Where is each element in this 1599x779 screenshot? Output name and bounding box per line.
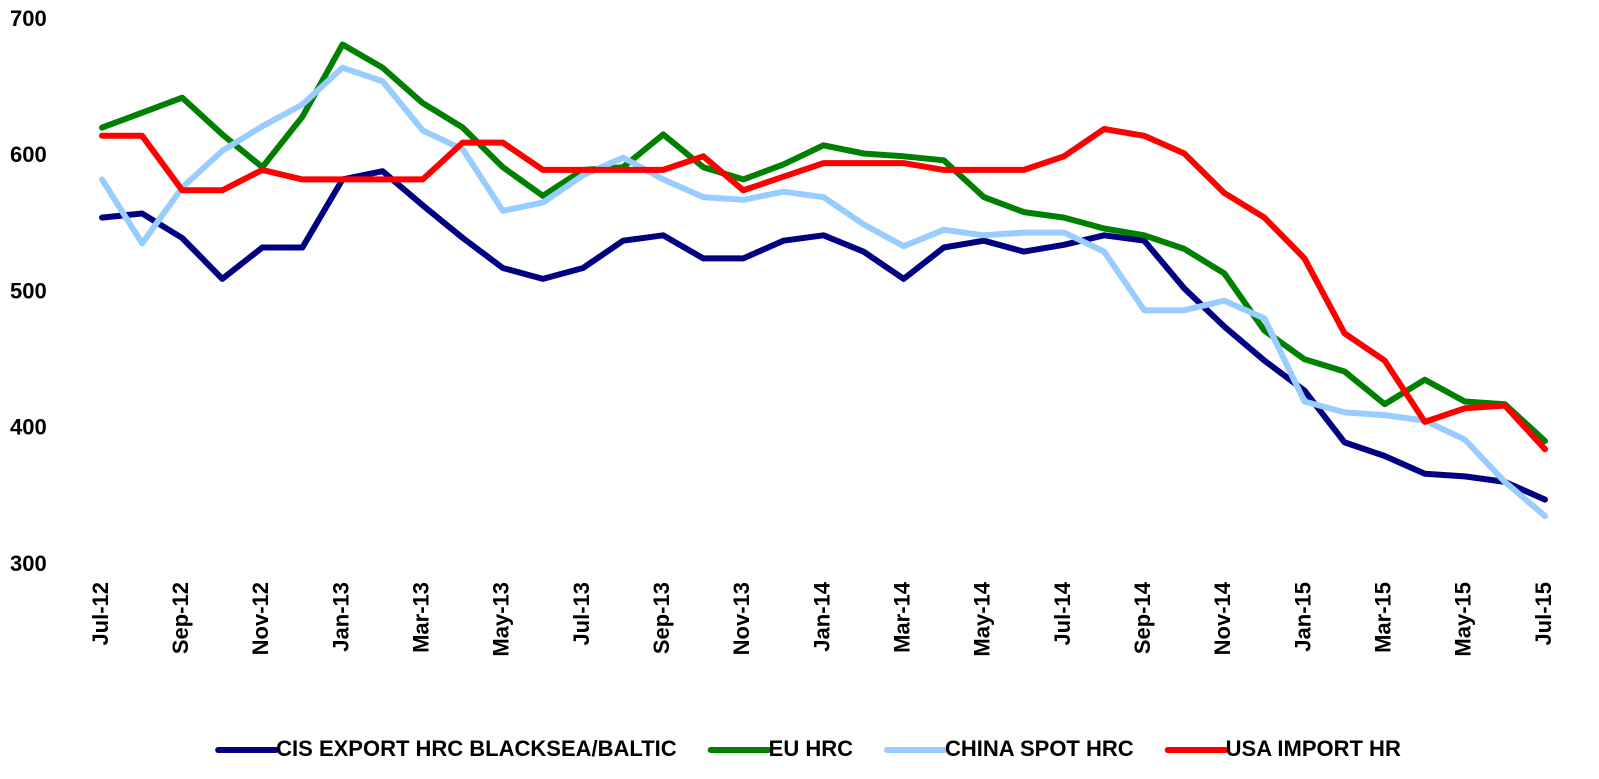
y-tick-label: 600 (10, 142, 47, 167)
x-tick-label: Jul-13 (569, 582, 594, 646)
x-tick-label: Jan-13 (328, 582, 353, 652)
x-tick-label: Nov-13 (729, 582, 754, 655)
legend-label: CIS EXPORT HRC BLACKSEA/BALTIC (276, 736, 677, 761)
series-line (99, 64, 1548, 519)
x-tick-label: Jan-15 (1290, 582, 1315, 652)
x-tick-label: Mar-15 (1370, 582, 1395, 653)
series-line (99, 41, 1548, 444)
x-tick-label: Sep-13 (649, 582, 674, 654)
y-tick-label: 700 (10, 6, 47, 31)
x-tick-label: Nov-14 (1210, 581, 1235, 655)
legend-label: CHINA SPOT HRC (945, 736, 1134, 761)
y-tick-label: 400 (10, 415, 47, 440)
x-tick-label: May-14 (970, 581, 995, 656)
y-tick-label: 500 (10, 278, 47, 303)
x-tick-label: May-13 (489, 582, 514, 657)
x-tick-label: Jul-14 (1050, 581, 1075, 645)
x-tick-label: Mar-14 (889, 581, 914, 653)
x-tick-label: Mar-13 (408, 582, 433, 653)
series-line (99, 126, 1548, 453)
x-tick-label: Jan-14 (809, 581, 834, 651)
legend-label: USA IMPORT HR (1226, 736, 1401, 761)
x-tick-label: Jul-12 (88, 582, 113, 646)
legend-label: EU HRC (769, 736, 853, 761)
x-tick-label: Sep-12 (168, 582, 193, 654)
series-line (99, 168, 1548, 503)
legend: CIS EXPORT HRC BLACKSEA/BALTIC EU HRC CHIN… (215, 736, 1401, 761)
x-tick-label: Nov-12 (248, 582, 273, 655)
y-tick-label: 300 (10, 551, 47, 576)
x-tick-label: Jul-15 (1531, 582, 1556, 646)
x-tick-label: Sep-14 (1130, 581, 1155, 654)
x-tick-label: May-15 (1451, 582, 1476, 657)
